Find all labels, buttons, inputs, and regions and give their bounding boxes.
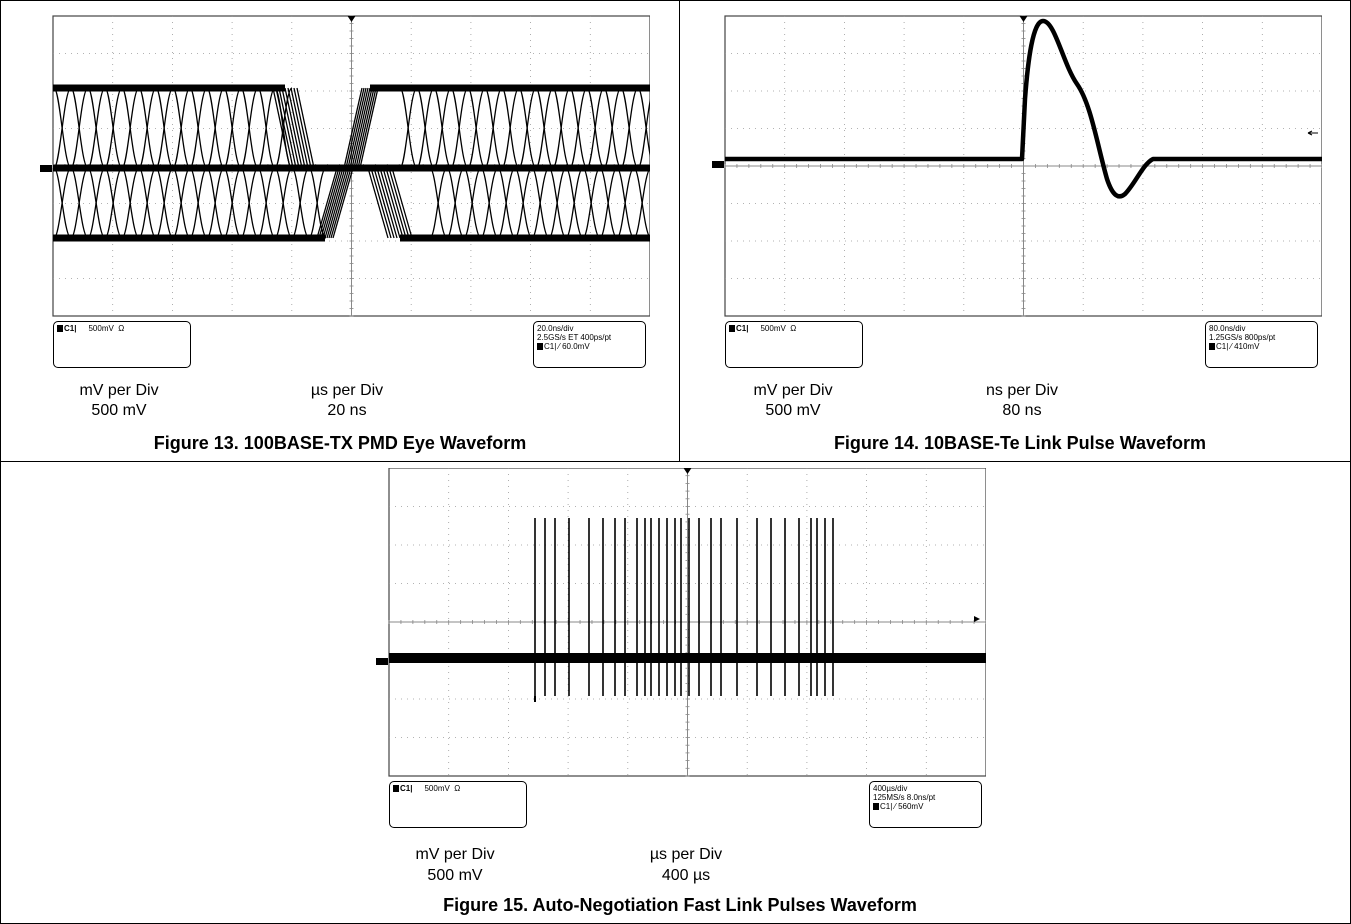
figure-14-mv-per-div-value: 500 mV (765, 402, 821, 419)
figure-13-oscilloscope (40, 8, 650, 380)
figure-15-channel-scale: 500mV (424, 784, 450, 793)
figure-14-timebase-box: 80.0ns/div 1.25GS/s 800ps/pt C1| ⁄ 410mV (1205, 321, 1318, 368)
figure-13-coupling: Ω (118, 324, 125, 333)
figure-14-time-per-div-label: ns per Div (985, 382, 1059, 399)
figure-13-channel: C1| (64, 324, 77, 333)
figure-14-waveform-plot (712, 15, 1322, 317)
figure-15-oscilloscope (376, 468, 986, 840)
figure-13-time-per-div-value: 20 ns (327, 402, 367, 419)
figure-14-channel-scale: 500mV (760, 324, 786, 333)
figure-15-channel: C1| (400, 784, 413, 793)
figure-13-channel-box: C1| 500mV Ω (53, 321, 191, 368)
figure-15-caption: Figure 15. Auto-Negotiation Fast Link Pu… (443, 895, 917, 915)
fig14-pulse-trace (725, 18, 1322, 199)
figure-14-channel-box: C1| 500mV Ω (725, 321, 863, 368)
figure-13-timebase-box: 20.0ns/div 2.5GS/s ET 400ps/pt C1| ⁄ 60.… (533, 321, 646, 368)
fig15-ground-marker (376, 658, 388, 665)
figure-14-timebase-line2: 1.25GS/s 800ps/pt (1209, 333, 1276, 342)
fig14-ground-marker (712, 161, 724, 168)
figure-15-mv-per-div-value: 500 mV (427, 867, 483, 884)
figure-13-time-per-div-label: µs per Div (310, 382, 384, 399)
figure-13-channel-scale: 500mV (88, 324, 114, 333)
figure-15-channel-box: C1| 500mV Ω (389, 781, 527, 828)
figure-14-channel: C1| (736, 324, 749, 333)
figure-14-mv-per-div-label: mV per Div (753, 382, 833, 399)
figure-13-timebase-line2: 2.5GS/s ET 400ps/pt (537, 333, 612, 342)
figure-15-time-per-div-label: µs per Div (649, 846, 723, 863)
figure-13-mv-per-div-value: 500 mV (91, 402, 147, 419)
figure-15-timebase-line2: 125MS/s 8.0ns/pt (873, 793, 936, 802)
figure-13-caption: Figure 13. 100BASE-TX PMD Eye Waveform (153, 433, 527, 453)
fig15-baseline-trace (389, 653, 986, 663)
figure-15-timebase-line1: 400µs/div (873, 784, 908, 793)
figure-15-mv-per-div-label: mV per Div (415, 846, 495, 863)
figure-15-timebase-line3: C1| ⁄ 560mV (873, 802, 978, 811)
figure-13-timebase-line1: 20.0ns/div (537, 324, 574, 333)
figure-14-oscilloscope (712, 8, 1322, 380)
figure-15-waveform-plot (376, 468, 986, 777)
figure-13-timebase-line3: C1| ⁄ 60.0mV (537, 342, 642, 351)
figure-15-coupling: Ω (454, 784, 461, 793)
figure-14-time-per-div-value: 80 ns (1002, 402, 1042, 419)
fig13-ground-marker (40, 165, 52, 172)
figure-15-time-per-div-value: 400 µs (661, 867, 711, 884)
figure-14-coupling: Ω (790, 324, 797, 333)
fig13-trigger-marker (347, 16, 356, 22)
figure-13-mv-per-div-label: mV per Div (79, 382, 159, 399)
fig14-trigger-level-marker (1307, 130, 1318, 136)
fig14-trigger-marker (1019, 16, 1028, 22)
figure-14-caption: Figure 14. 10BASE-Te Link Pulse Waveform (833, 433, 1207, 453)
figure-13-waveform-plot (40, 15, 650, 317)
fig15-trigger-marker (683, 468, 692, 474)
figure-15-timebase-box: 400µs/div 125MS/s 8.0ns/pt C1| ⁄ 560mV (869, 781, 982, 828)
fig13-eye-traces (53, 84, 650, 242)
fig15-trigger-level-marker (974, 616, 980, 622)
figure-14-timebase-line1: 80.0ns/div (1209, 324, 1246, 333)
figure-14-timebase-line3: C1| ⁄ 410mV (1209, 342, 1314, 351)
